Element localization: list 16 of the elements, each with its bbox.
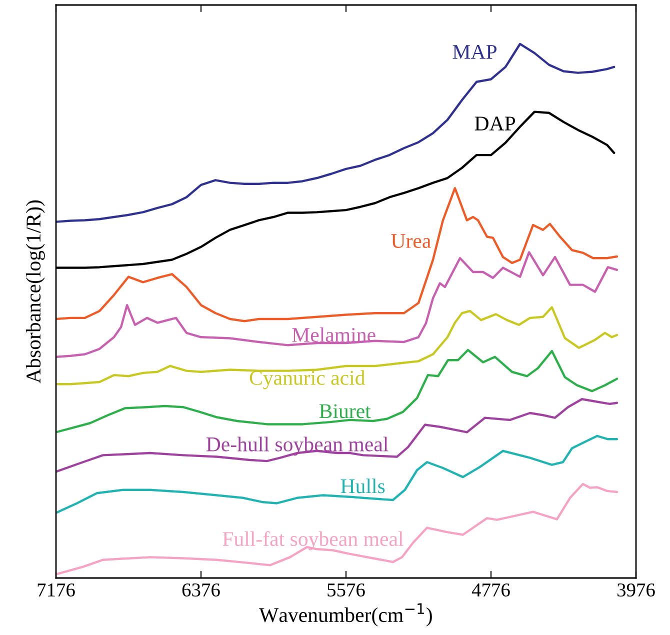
x-tick-label: 5576 — [328, 583, 365, 597]
x-tick-label: 4776 — [472, 583, 510, 597]
series-label: Full-fat soybean meal — [222, 531, 404, 550]
x-tick-label: 6376 — [182, 583, 220, 597]
series-label: Melamine — [292, 327, 376, 342]
x-tick-label: 7176 — [38, 583, 75, 597]
x-axis-title: Wavenumber(cm$^{−1}$) — [259, 603, 432, 626]
series-label: DAP — [474, 116, 516, 130]
series-label: De-hull soybean meal — [206, 436, 388, 456]
series-label: MAP — [452, 44, 497, 59]
series-label: Cyanuric acid — [250, 370, 366, 390]
series-label: Hulls — [340, 478, 385, 494]
series-label: Biuret — [319, 404, 371, 418]
y-axis-title: Absorbance(log(1/R)) — [26, 200, 45, 384]
x-tick-label: 3976 — [617, 583, 655, 597]
series-label: Urea — [391, 234, 431, 248]
